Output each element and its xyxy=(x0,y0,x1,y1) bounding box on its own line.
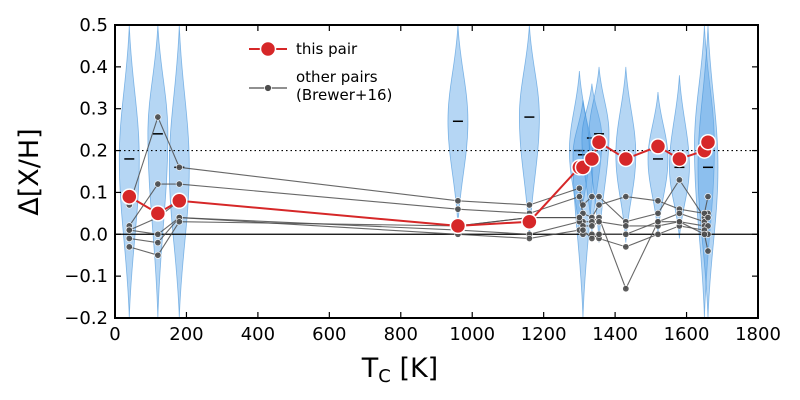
other-pair-point xyxy=(575,184,583,192)
violin-2 xyxy=(168,25,190,318)
other-pair-point xyxy=(595,201,603,209)
other-pair-line-1 xyxy=(128,183,709,227)
legend-other-pairs-label: other pairs (Brewer+16) xyxy=(296,68,392,104)
violin-0 xyxy=(118,25,140,318)
violin-layer xyxy=(118,25,719,318)
other-pair-point xyxy=(704,193,712,201)
violin-3 xyxy=(447,25,469,226)
this-pair-point xyxy=(121,188,138,205)
other-pair-point xyxy=(154,251,162,259)
other-pair-line-0 xyxy=(128,115,709,223)
x-tick-label: 1600 xyxy=(664,324,710,345)
this-pair-point xyxy=(590,133,608,151)
other-pair-point xyxy=(125,226,133,234)
y-tick-label: 0.0 xyxy=(79,224,108,245)
other-pair-point xyxy=(622,285,630,293)
legend: this pair other pairs (Brewer+16) xyxy=(249,40,392,104)
x-tick-label: 800 xyxy=(384,324,418,345)
other-pair-point xyxy=(675,209,683,217)
other-pair-point xyxy=(675,218,683,226)
y-tick-label: 0.3 xyxy=(79,99,108,120)
x-tick-label: 1200 xyxy=(521,324,567,345)
other-pair-line-3 xyxy=(129,216,708,244)
other-pair-line-2 xyxy=(129,200,709,291)
other-pair-point xyxy=(175,163,183,171)
y-axis-ticks: −0.2 −0.1 0.0 0.1 0.2 0.3 0.4 0.5 xyxy=(64,15,758,329)
other-pair-point xyxy=(125,234,133,242)
y-tick-label: 0.4 xyxy=(79,57,108,78)
violin-12 xyxy=(694,25,715,318)
this-pair-point xyxy=(649,138,667,155)
other-pair-point xyxy=(595,230,603,238)
other-pair-point xyxy=(622,193,630,201)
x-axis-label: TC [K] xyxy=(361,353,438,387)
violin-13 xyxy=(697,25,719,318)
other-pair-point xyxy=(622,222,630,230)
legend-this-pair-label: this pair xyxy=(296,40,358,58)
other-pair-point xyxy=(579,226,587,234)
x-tick-label: 1800 xyxy=(735,324,781,345)
other-pair-point xyxy=(704,247,712,255)
this-pair-point xyxy=(521,213,538,230)
x-tick-label: 400 xyxy=(241,324,275,345)
other-pair-point xyxy=(704,214,712,222)
this-pair-point xyxy=(671,150,688,168)
other-pair-point xyxy=(654,197,662,205)
other-pair-point xyxy=(654,218,662,226)
other-pair-point xyxy=(588,234,596,242)
other-pair-point xyxy=(154,113,162,121)
other-pair-line-5 xyxy=(129,216,709,256)
this-pair-point xyxy=(171,192,188,210)
y-tick-label: 0.5 xyxy=(79,15,108,36)
violin-8 xyxy=(588,66,610,243)
y-tick-label: −0.1 xyxy=(64,266,108,287)
other-pair-point xyxy=(154,230,162,238)
other-pair-point xyxy=(588,222,596,230)
x-tick-label: 1000 xyxy=(449,324,495,345)
x-tick-label: 0 xyxy=(109,324,120,345)
other-pair-point xyxy=(588,193,596,201)
other-pair-point xyxy=(575,193,583,201)
this-pair-point xyxy=(149,205,167,222)
x-axis-ticks: 0 200 400 600 800 1000 1200 1400 1600 1800 xyxy=(109,25,781,345)
this-pair-point xyxy=(699,133,717,151)
other-pair-point xyxy=(454,205,462,213)
other-pair-point xyxy=(622,230,630,238)
legend-other-pairs-marker xyxy=(264,84,272,92)
other-pair-point xyxy=(675,176,683,184)
other-pair-point xyxy=(525,234,533,242)
other-pair-point xyxy=(125,243,133,251)
other-pair-point xyxy=(175,180,183,188)
other-pair-point xyxy=(654,209,662,217)
other-pair-point xyxy=(454,197,462,205)
y-axis-label: Δ[X/H] xyxy=(14,128,45,215)
violin-1 xyxy=(147,25,169,318)
legend-this-pair-marker xyxy=(259,40,277,58)
x-tick-label: 1400 xyxy=(592,324,638,345)
other-pair-point xyxy=(595,218,603,226)
plot-frame xyxy=(114,24,759,319)
other-pair-point xyxy=(622,243,630,251)
y-tick-label: 0.1 xyxy=(79,182,108,203)
other-pair-point xyxy=(654,230,662,238)
y-tick-label: −0.2 xyxy=(64,308,108,329)
x-tick-label: 200 xyxy=(169,324,203,345)
other-pair-point xyxy=(575,214,583,222)
other-pair-point xyxy=(595,193,603,201)
other-pair-point xyxy=(700,230,708,238)
other-pair-point xyxy=(154,180,162,188)
this-pair-point xyxy=(583,150,601,168)
other-pair-point xyxy=(175,218,183,226)
this-pair-point xyxy=(617,150,635,168)
other-pair-point xyxy=(525,201,533,209)
x-tick-label: 600 xyxy=(312,324,346,345)
this-pair-layer xyxy=(121,133,717,235)
y-tick-label: 0.2 xyxy=(79,141,108,162)
other-pair-point xyxy=(154,239,162,247)
this-pair-point xyxy=(449,217,467,235)
